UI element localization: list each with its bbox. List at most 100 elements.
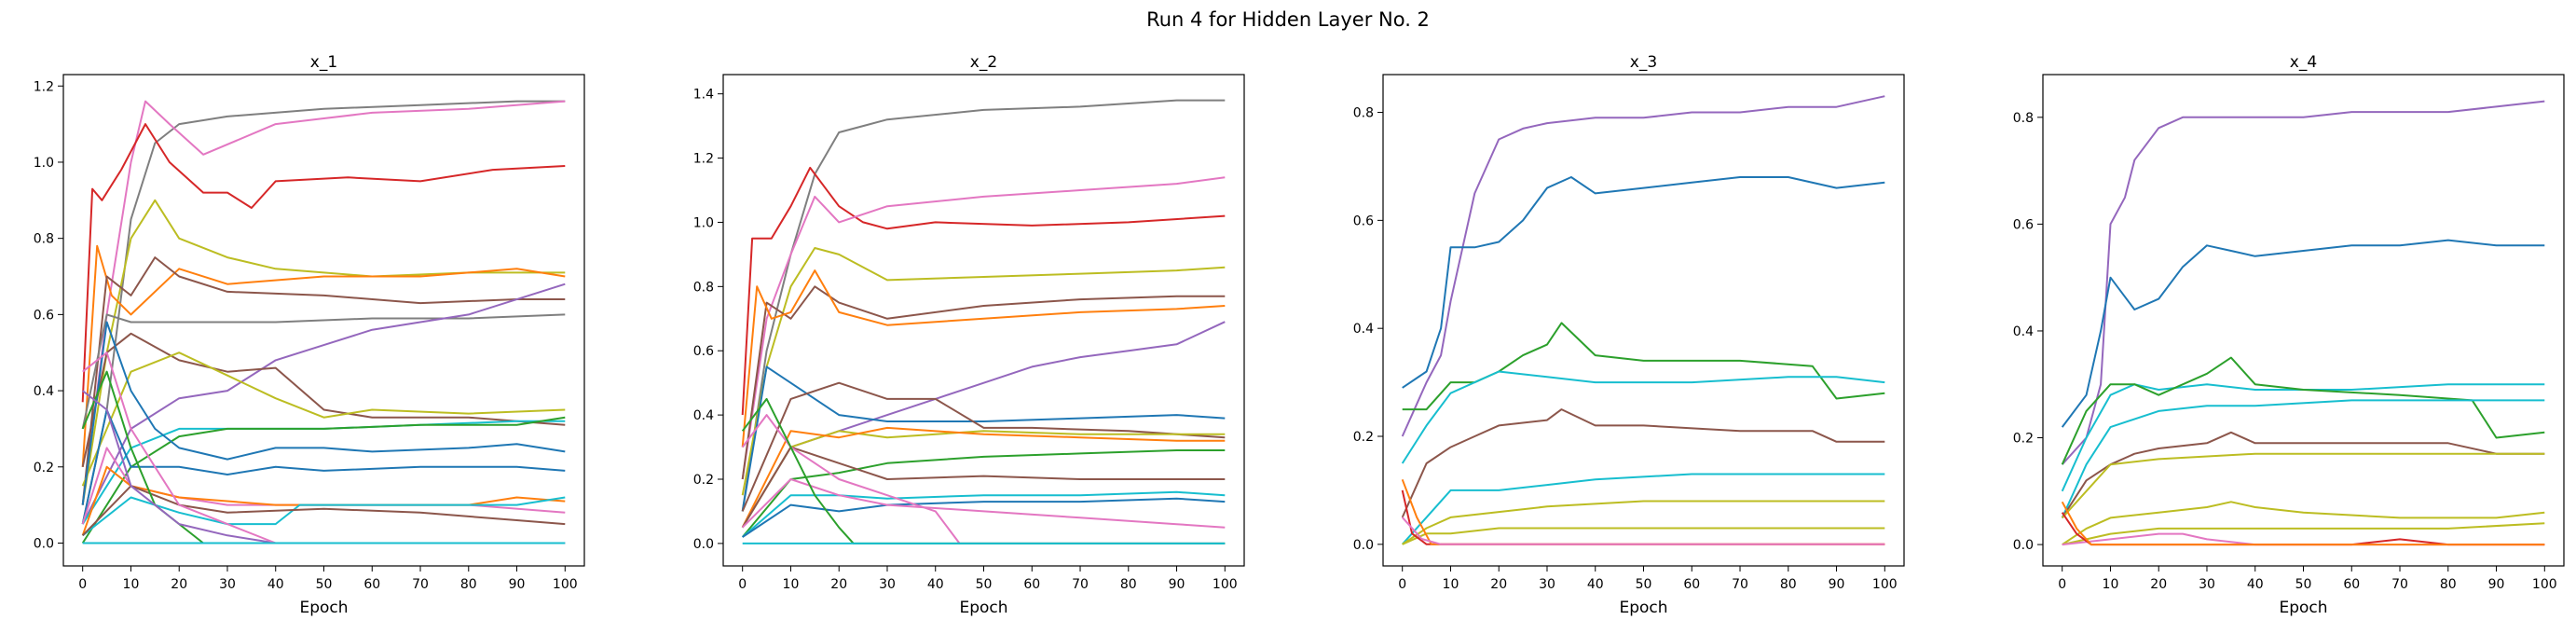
series-line-9 (2062, 522, 2545, 546)
series-line-12 (741, 449, 1226, 538)
series-line-12 (81, 416, 566, 544)
series-line-12 (2061, 501, 2545, 546)
series-line-8 (1402, 527, 1885, 545)
x-tick-label: 10 (783, 577, 800, 592)
series-line-1 (1401, 95, 1885, 437)
x-tick-label: 70 (1072, 577, 1089, 592)
x-tick-label: 40 (1587, 577, 1604, 592)
series-line-14 (742, 490, 1226, 538)
y-tick-label: 0.2 (693, 473, 714, 488)
x-tick-label: 90 (509, 577, 526, 592)
series-line-2 (1402, 176, 1885, 389)
series-line-16 (81, 465, 566, 536)
x-tick-label: 100 (553, 577, 578, 592)
series-group (1401, 95, 1885, 545)
series-line-7 (81, 313, 566, 430)
series-line-7 (1402, 500, 1885, 545)
x-tick-label: 20 (2150, 577, 2167, 592)
x-tick-label: 30 (219, 577, 236, 592)
x-axis-label: Epoch (299, 599, 348, 617)
x-tick-label: 70 (1732, 577, 1748, 592)
series-line-5 (1401, 408, 1885, 518)
y-tick-label: 0.6 (1353, 214, 1374, 228)
series-line-11 (741, 426, 1226, 529)
y-tick-label: 0.0 (34, 536, 54, 551)
y-tick-label: 0.6 (34, 308, 54, 323)
y-tick-label: 1.0 (693, 215, 714, 230)
x-tick-label: 0 (78, 577, 87, 592)
y-tick-label: 1.4 (693, 88, 714, 103)
subplot-1: 0 10 20 30 40 50 60 70 80 90 100 0.0 0.2 0.4 0.6 0.8 1.0… (34, 53, 585, 617)
series-line-5 (2061, 399, 2545, 518)
y-tick-label: 1.2 (34, 79, 54, 94)
x-tick-label: 50 (2295, 577, 2312, 592)
y-tick-label: 0.8 (693, 280, 714, 295)
y-tick-label: 0.4 (1353, 322, 1374, 337)
series-line-6 (2061, 431, 2545, 518)
x-tick-label: 60 (2343, 577, 2360, 592)
series-line-16 (741, 478, 1226, 529)
x-tick-label: 50 (976, 577, 993, 592)
x-axis-label: Epoch (959, 599, 1007, 617)
y-tick-label: 0.4 (693, 408, 714, 423)
x-tick-label: 50 (1636, 577, 1652, 592)
y-tick-label: 0.8 (2013, 111, 2034, 126)
series-line-5 (741, 285, 1226, 480)
x-tick-label: 90 (2488, 577, 2505, 592)
x-tick-label: 10 (2103, 577, 2119, 592)
y-tick-label: 0.4 (34, 384, 54, 399)
series-line-4 (741, 247, 1226, 496)
x-tick-label: 0 (1398, 577, 1406, 592)
series-line-8 (81, 282, 566, 525)
x-tick-label: 40 (267, 577, 284, 592)
x-tick-label: 30 (2199, 577, 2215, 592)
series-line-2 (81, 100, 566, 505)
x-tick-label: 90 (1829, 577, 1845, 592)
series-line-4 (81, 199, 566, 505)
series-line-5 (81, 244, 566, 467)
series-line-8 (2062, 501, 2545, 545)
series-line-3 (81, 123, 566, 403)
subplot-2: 0 10 20 30 40 50 60 70 80 90 100 0.0 0.2 0.4 0.6 0.8 1.0… (693, 53, 1245, 617)
series-line-17 (741, 414, 1226, 544)
series-line-3 (1402, 322, 1885, 411)
series-line-9 (741, 381, 1226, 512)
series-line-6 (1401, 473, 1885, 545)
x-axis-label: Epoch (1619, 599, 1667, 617)
series-group (81, 100, 566, 544)
x-tick-label: 90 (1169, 577, 1185, 592)
y-tick-label: 0.0 (1353, 538, 1374, 553)
subplot-4: 0 10 20 30 40 50 60 70 80 90 100 0.0 0.2 0.4 0.6 0.8 x_4… (2013, 53, 2565, 617)
y-tick-label: 0.8 (1353, 106, 1374, 121)
y-tick-label: 0.0 (693, 537, 714, 552)
series-line-14 (81, 408, 566, 525)
y-tick-label: 0.2 (34, 461, 54, 475)
series-line-6 (741, 269, 1226, 448)
series-group (741, 99, 1226, 544)
x-tick-label: 80 (1780, 577, 1797, 592)
x-tick-label: 70 (412, 577, 429, 592)
series-line-1 (741, 99, 1226, 512)
series-line-1 (81, 100, 566, 525)
series-line-9 (81, 332, 566, 468)
series-line-7 (2061, 452, 2545, 519)
series-line-10 (741, 430, 1226, 529)
series-line-3 (741, 176, 1226, 480)
figure-suptitle: Run 4 for Hidden Layer No. 2 (1146, 8, 1430, 31)
x-tick-label: 100 (1213, 577, 1238, 592)
y-tick-label: 0.8 (34, 232, 54, 247)
series-line-13 (741, 446, 1226, 529)
x-tick-label: 0 (738, 577, 747, 592)
series-line-8 (741, 365, 1226, 512)
y-tick-label: 0.0 (2013, 538, 2034, 553)
x-tick-label: 60 (363, 577, 380, 592)
y-tick-label: 1.2 (693, 152, 714, 167)
subplot-3: 0 10 20 30 40 50 60 70 80 90 100 0.0 0.2 0.4 0.6 0.8 x_3… (1353, 53, 1905, 617)
y-tick-label: 0.4 (2013, 324, 2034, 339)
x-tick-label: 50 (316, 577, 333, 592)
x-axis-label: Epoch (2279, 599, 2327, 617)
x-tick-label: 20 (171, 577, 187, 592)
series-line-21 (82, 351, 566, 544)
x-tick-label: 0 (2058, 577, 2066, 592)
